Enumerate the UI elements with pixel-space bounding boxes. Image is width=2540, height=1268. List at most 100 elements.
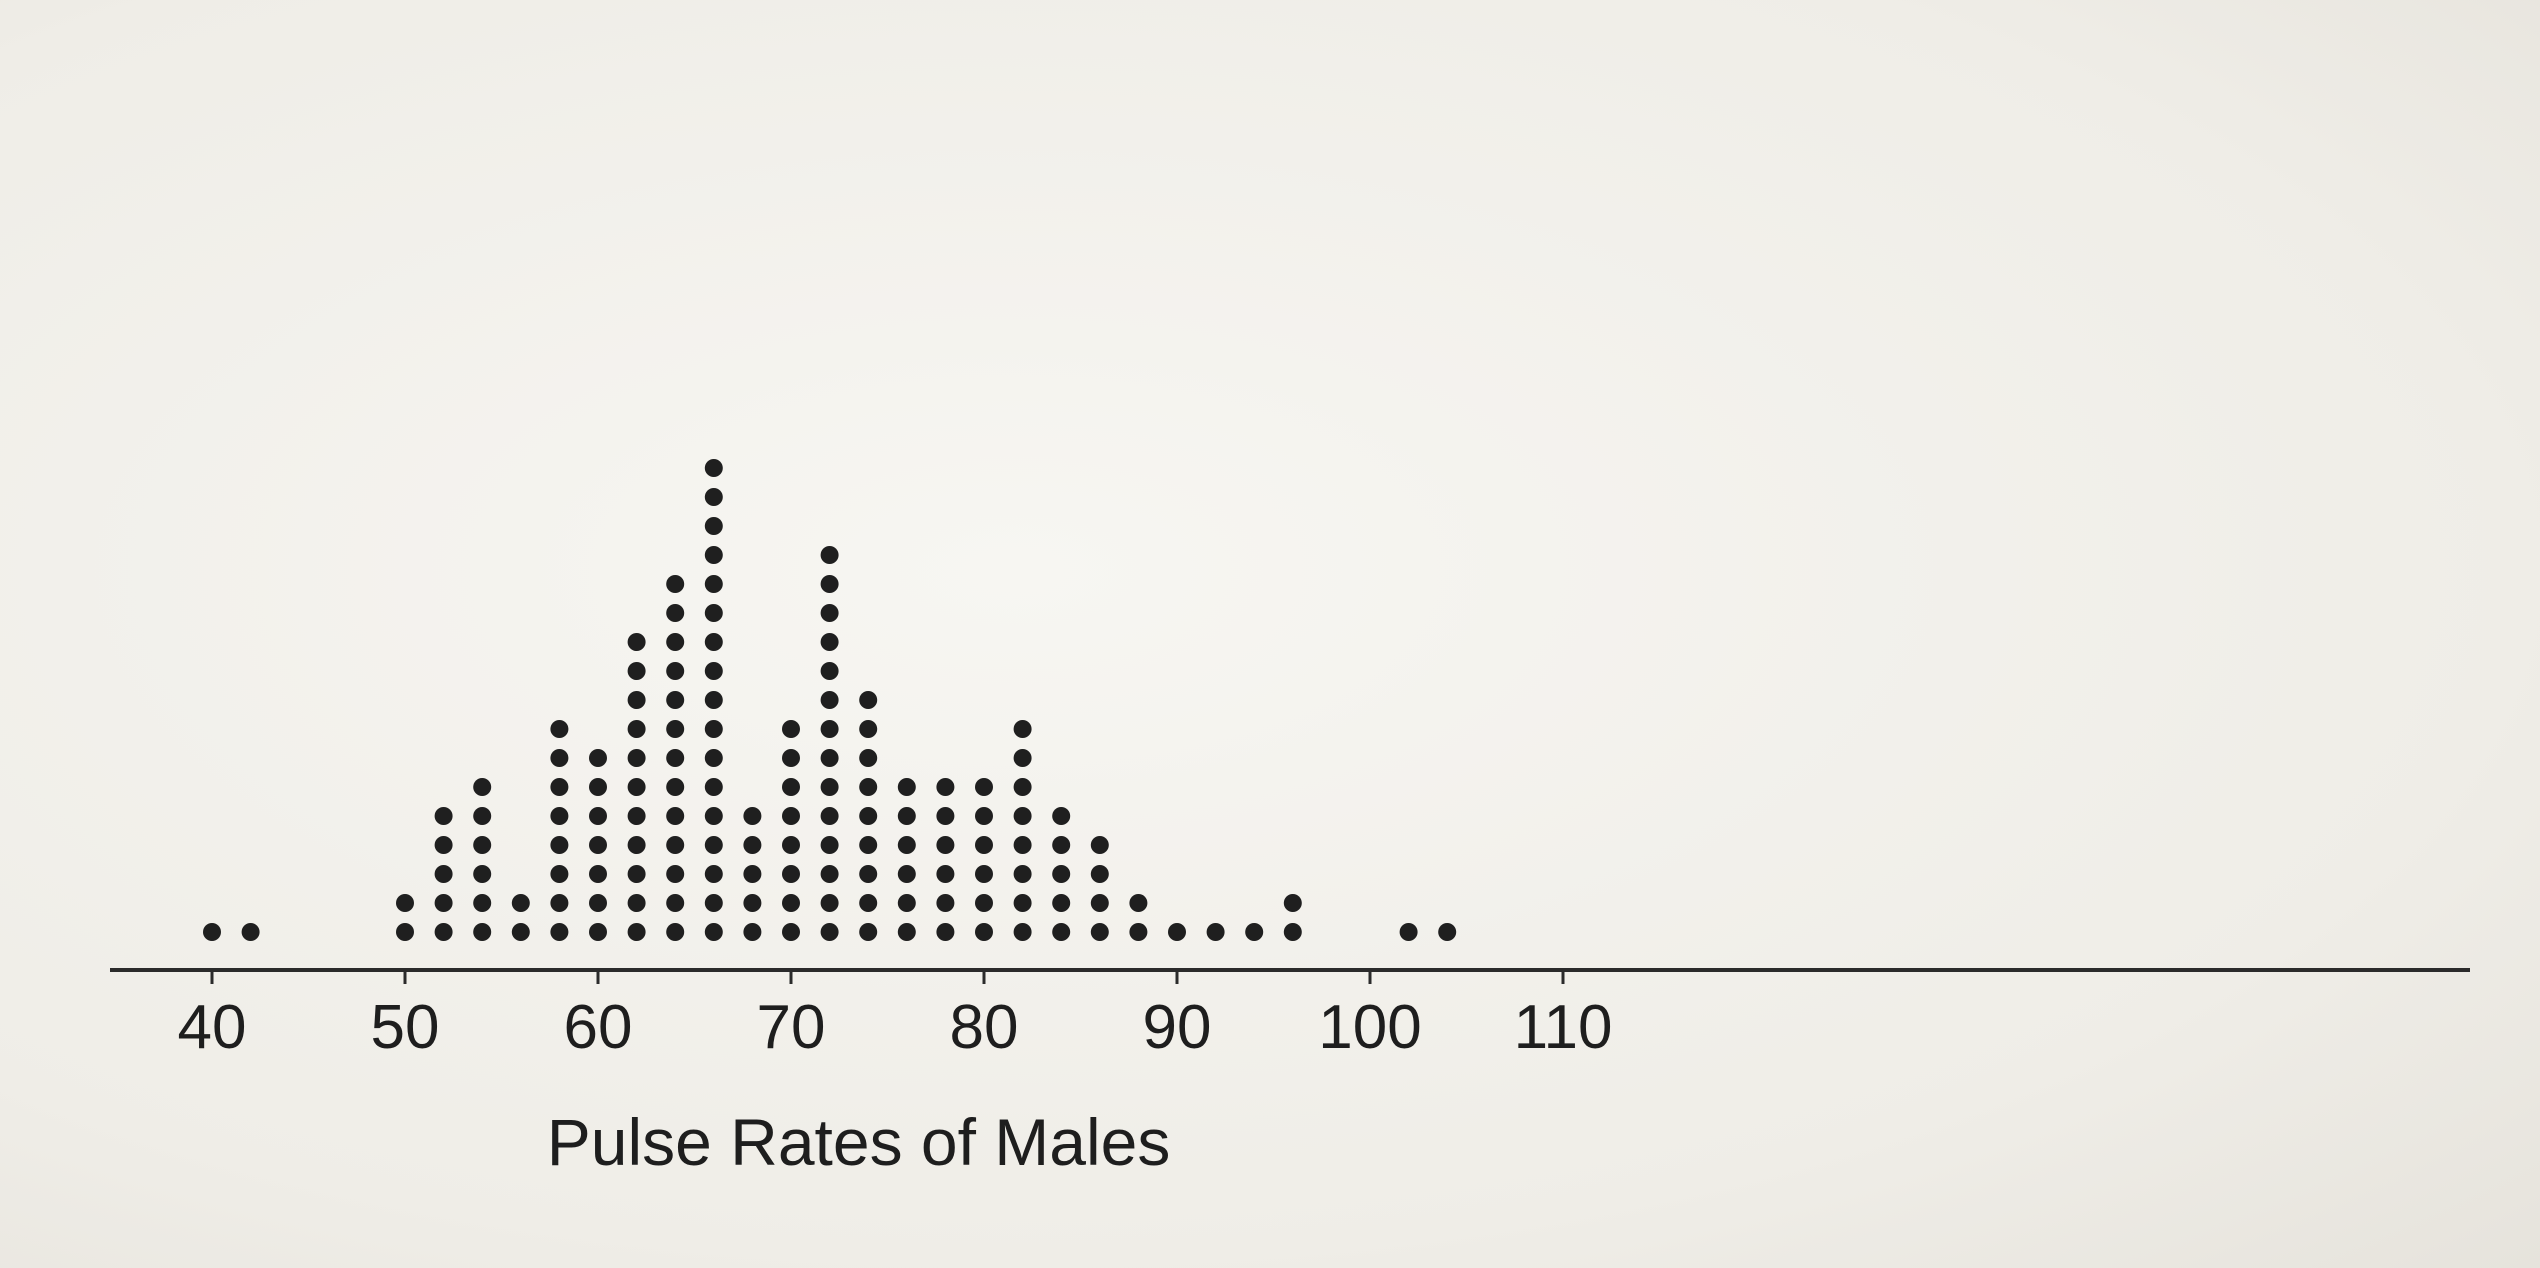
data-dot [704, 459, 723, 477]
x-tick-label: 100 [1318, 993, 1421, 1062]
data-dot [897, 923, 916, 941]
data-dot [782, 836, 800, 854]
data-dot [1052, 836, 1071, 854]
data-dot [511, 923, 530, 941]
data-dot [782, 749, 800, 767]
data-dot [859, 923, 878, 941]
data-dot [820, 807, 839, 825]
data-dot [1052, 894, 1071, 912]
data-dot [627, 720, 646, 738]
data-dot [1013, 720, 1032, 738]
data-dot [704, 923, 723, 941]
data-dot [666, 865, 685, 883]
data-dot [897, 778, 916, 796]
data-dot [589, 865, 607, 883]
data-dot [666, 662, 685, 680]
data-dot [627, 894, 646, 912]
data-dot [589, 807, 607, 825]
data-dot [550, 836, 569, 854]
data-dot [975, 865, 993, 883]
x-tick-label: 40 [178, 993, 247, 1062]
data-dot [897, 807, 916, 825]
data-dot [1013, 807, 1032, 825]
data-dot [589, 894, 607, 912]
data-dot [1206, 923, 1225, 941]
data-dot [1399, 923, 1418, 941]
x-tick-label: 80 [950, 993, 1019, 1062]
data-dot [820, 604, 839, 622]
data-dot [1283, 923, 1302, 941]
data-dot [627, 807, 646, 825]
data-dot [704, 546, 723, 564]
data-dot [589, 923, 607, 941]
data-dot [820, 749, 839, 767]
data-dot [666, 691, 685, 709]
x-tick-label: 50 [371, 993, 440, 1062]
data-dot [897, 894, 916, 912]
data-dot [975, 836, 993, 854]
data-dot [704, 691, 723, 709]
data-dot [627, 778, 646, 796]
data-dot [704, 836, 723, 854]
data-dot [975, 778, 993, 796]
data-dot [975, 894, 993, 912]
data-dot [511, 894, 530, 912]
data-dot [936, 894, 955, 912]
data-dot [666, 807, 685, 825]
data-dot [1090, 865, 1109, 883]
data-dot [743, 923, 762, 941]
data-dot [1013, 923, 1032, 941]
data-dot [1013, 836, 1032, 854]
data-dot [396, 923, 414, 941]
data-dot [1052, 807, 1071, 825]
data-dot [820, 691, 839, 709]
data-dot [1168, 923, 1186, 941]
data-dot [473, 836, 492, 854]
data-dot [782, 894, 800, 912]
x-tick-label: 90 [1143, 993, 1212, 1062]
data-dot [936, 778, 955, 796]
data-dot [666, 749, 685, 767]
data-dot [704, 807, 723, 825]
data-dot [666, 604, 685, 622]
data-dot [820, 720, 839, 738]
data-dot [1013, 865, 1032, 883]
data-dot [704, 749, 723, 767]
data-dot [666, 923, 685, 941]
x-tick-label: 70 [757, 993, 826, 1062]
data-dot [975, 923, 993, 941]
data-dot [782, 865, 800, 883]
data-dot [434, 923, 453, 941]
data-dot [1090, 923, 1109, 941]
x-axis-ticks: 40 50 60 70 80 90 100 110 [178, 970, 1612, 1062]
data-dot [550, 778, 569, 796]
data-dot [820, 865, 839, 883]
data-dot [1129, 894, 1148, 912]
data-dot [627, 662, 646, 680]
x-axis-title: Pulse Rates of Males [547, 1105, 1171, 1179]
data-dot [820, 633, 839, 651]
data-dot [666, 894, 685, 912]
data-dot [782, 923, 800, 941]
data-dot [1283, 894, 1302, 912]
data-dot [936, 836, 955, 854]
data-dot [820, 575, 839, 593]
data-dot [704, 720, 723, 738]
data-dot [550, 865, 569, 883]
data-dot [473, 778, 492, 796]
data-dot [704, 488, 723, 506]
data-dot [704, 662, 723, 680]
data-dot [666, 575, 685, 593]
data-dot [434, 894, 453, 912]
data-dot [820, 546, 839, 564]
data-dot [203, 923, 221, 941]
data-dot [589, 836, 607, 854]
data-dot [975, 807, 993, 825]
data-dot [1052, 923, 1071, 941]
data-dot [859, 720, 878, 738]
data-dot [704, 778, 723, 796]
data-dot [897, 865, 916, 883]
data-dot [473, 894, 492, 912]
data-dot [627, 923, 646, 941]
data-dot [936, 807, 955, 825]
